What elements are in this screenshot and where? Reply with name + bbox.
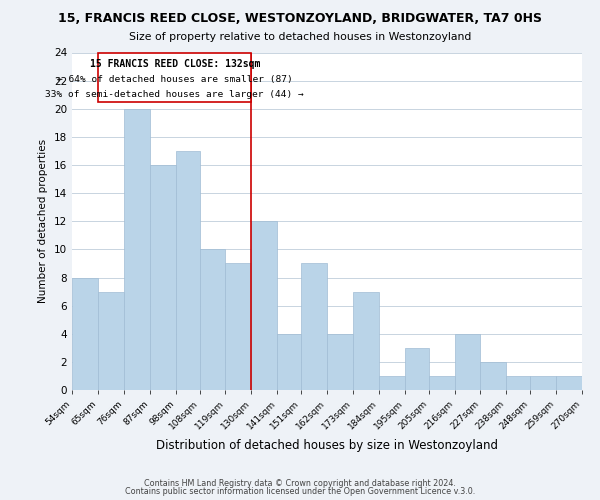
Bar: [176, 151, 199, 390]
Bar: [72, 278, 98, 390]
Bar: [150, 165, 176, 390]
Bar: [530, 376, 556, 390]
Bar: [277, 334, 301, 390]
Text: Contains HM Land Registry data © Crown copyright and database right 2024.: Contains HM Land Registry data © Crown c…: [144, 478, 456, 488]
X-axis label: Distribution of detached houses by size in Westonzoyland: Distribution of detached houses by size …: [156, 440, 498, 452]
Bar: [251, 221, 277, 390]
Bar: [405, 348, 428, 390]
Text: Contains public sector information licensed under the Open Government Licence v.: Contains public sector information licen…: [125, 487, 475, 496]
Bar: [301, 264, 327, 390]
Bar: [556, 376, 582, 390]
Bar: [124, 109, 150, 390]
Bar: [428, 376, 455, 390]
Bar: [506, 376, 530, 390]
Bar: [226, 264, 251, 390]
Bar: [98, 292, 124, 390]
FancyBboxPatch shape: [98, 52, 251, 102]
Bar: [379, 376, 405, 390]
Text: 33% of semi-detached houses are larger (44) →: 33% of semi-detached houses are larger (…: [46, 90, 304, 100]
Text: ← 64% of detached houses are smaller (87): ← 64% of detached houses are smaller (87…: [57, 76, 293, 84]
Bar: [353, 292, 379, 390]
Y-axis label: Number of detached properties: Number of detached properties: [38, 139, 49, 304]
Text: 15 FRANCIS REED CLOSE: 132sqm: 15 FRANCIS REED CLOSE: 132sqm: [89, 60, 260, 70]
Bar: [327, 334, 353, 390]
Text: 15, FRANCIS REED CLOSE, WESTONZOYLAND, BRIDGWATER, TA7 0HS: 15, FRANCIS REED CLOSE, WESTONZOYLAND, B…: [58, 12, 542, 26]
Bar: [455, 334, 481, 390]
Text: Size of property relative to detached houses in Westonzoyland: Size of property relative to detached ho…: [129, 32, 471, 42]
Bar: [481, 362, 506, 390]
Bar: [199, 250, 226, 390]
